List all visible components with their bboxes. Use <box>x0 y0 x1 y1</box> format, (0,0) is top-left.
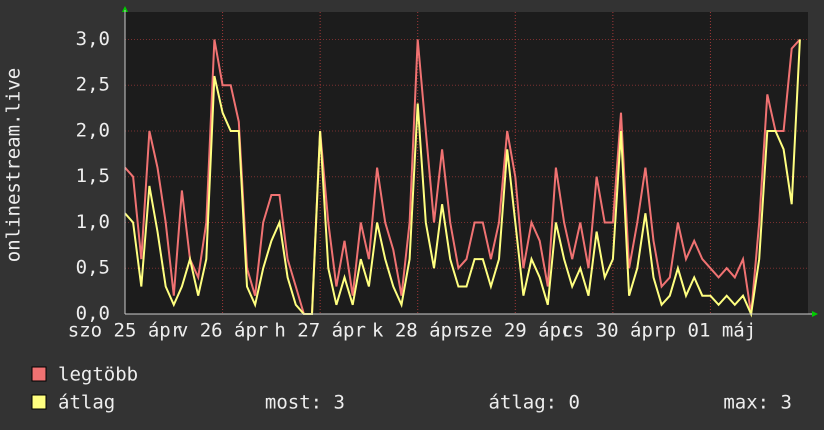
stat-text: átlag: 0 <box>488 392 580 414</box>
axis-arrow <box>122 6 128 12</box>
stat-text: most: 3 <box>265 392 345 414</box>
y-axis-label: onlinestream.live <box>3 68 25 262</box>
legend-swatch <box>31 394 47 410</box>
y-tick-label: 2,5 <box>76 74 110 96</box>
x-tick-label: cs 30 ápr <box>561 320 664 342</box>
legend-label: átlag <box>58 392 115 414</box>
stat-text: max: 3 <box>723 392 792 414</box>
axis-arrow <box>812 311 818 317</box>
x-tick-label: v 26 ápr <box>177 320 269 342</box>
series-line <box>124 38 801 315</box>
series-line <box>124 39 801 318</box>
y-tick-label: 0,5 <box>76 257 110 279</box>
plot-area <box>125 12 808 314</box>
legend-label: legtöbb <box>58 364 138 386</box>
x-tick-label: h 27 ápr <box>274 320 366 342</box>
legend-swatch <box>31 366 47 382</box>
x-tick-label: k 28 ápr <box>372 320 464 342</box>
y-tick-label: 3,0 <box>76 28 110 50</box>
y-tick-label: 1,5 <box>76 165 110 187</box>
y-tick-label: 2,0 <box>76 119 110 141</box>
y-tick-label: 0,0 <box>76 303 110 325</box>
x-tick-label: szo 25 ápr <box>68 320 182 342</box>
x-tick-label: sze 29 ápr <box>458 320 572 342</box>
y-tick-label: 1,0 <box>76 211 110 233</box>
x-tick-label: p 01 máj <box>665 320 757 342</box>
